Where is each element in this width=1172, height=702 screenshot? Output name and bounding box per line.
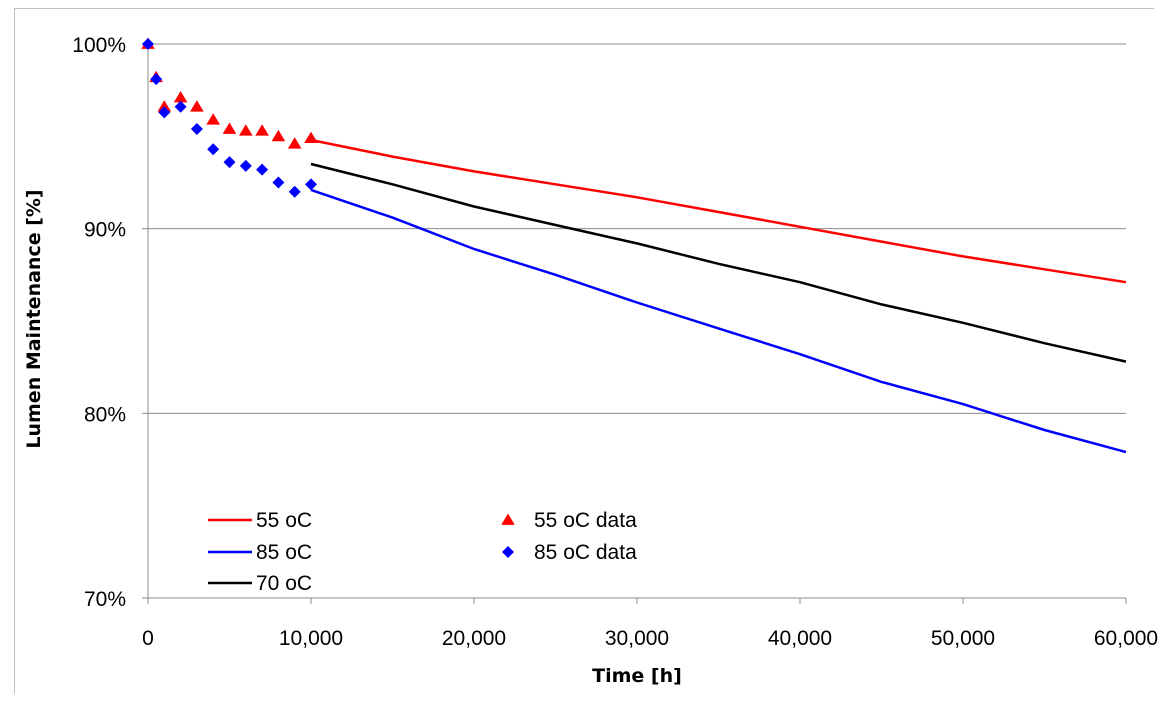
x-tick-label: 40,000 (768, 627, 832, 650)
data-point-diamond (223, 156, 236, 169)
y-axis-title: Lumen Maintenance [%] (23, 189, 45, 448)
legend-label: 85 oC (256, 541, 312, 564)
data-point-triangle (157, 100, 172, 112)
x-tick-label: 60,000 (1094, 627, 1158, 650)
data-point-diamond (158, 106, 171, 119)
data-point-diamond (142, 38, 154, 50)
chart-frame (14, 8, 1154, 694)
x-tick-label: 50,000 (931, 627, 995, 650)
data-point-triangle (173, 91, 188, 103)
x-tick-label: 20,000 (442, 627, 506, 650)
series-layer (141, 37, 1127, 454)
grid-layer (148, 43, 1126, 414)
data-point-diamond (256, 163, 269, 176)
data-point-diamond (288, 185, 301, 198)
series-line (310, 138, 1127, 284)
series-line (310, 162, 1127, 363)
data-point-diamond (272, 176, 285, 189)
data-point-triangle (271, 129, 286, 142)
legend: 55 oC 85 oC 70 oC 55 oC data 85 oC data (208, 509, 637, 595)
data-point-triangle (222, 122, 237, 134)
legend-label: 70 oC (256, 572, 312, 595)
data-point-triangle (190, 100, 204, 112)
data-point-triangle (304, 131, 318, 144)
series-line (310, 188, 1127, 454)
data-point-diamond (174, 100, 187, 113)
data-point-triangle (238, 124, 253, 136)
legend-label: 85 oC data (534, 541, 637, 564)
legend-label: 55 oC (256, 509, 312, 532)
y-tick-label: 80% (84, 403, 126, 426)
y-tick-label: 90% (84, 219, 126, 242)
x-tick-label: 10,000 (279, 627, 343, 650)
data-point-triangle (287, 137, 302, 149)
y-tick-label: 100% (72, 34, 126, 57)
data-point-diamond (207, 143, 220, 156)
data-point-diamond (239, 159, 252, 172)
y-tick-label: 70% (84, 588, 126, 611)
legend-label: 55 oC data (534, 509, 637, 532)
legend-swatch-triangle (501, 513, 515, 525)
x-tick-label: 0 (142, 627, 154, 650)
data-point-diamond (305, 178, 317, 191)
data-point-diamond (150, 73, 163, 86)
legend-swatch-diamond (502, 546, 514, 558)
data-point-triangle (206, 113, 221, 125)
x-axis-title: Time [h] (592, 665, 682, 687)
data-point-triangle (255, 124, 269, 136)
data-point-diamond (190, 122, 203, 135)
axes-layer: 70% 80% 90% 100% 0 10,000 20,000 30,000 40,000 50… (72, 34, 1158, 650)
x-tick-label: 30,000 (605, 627, 669, 650)
